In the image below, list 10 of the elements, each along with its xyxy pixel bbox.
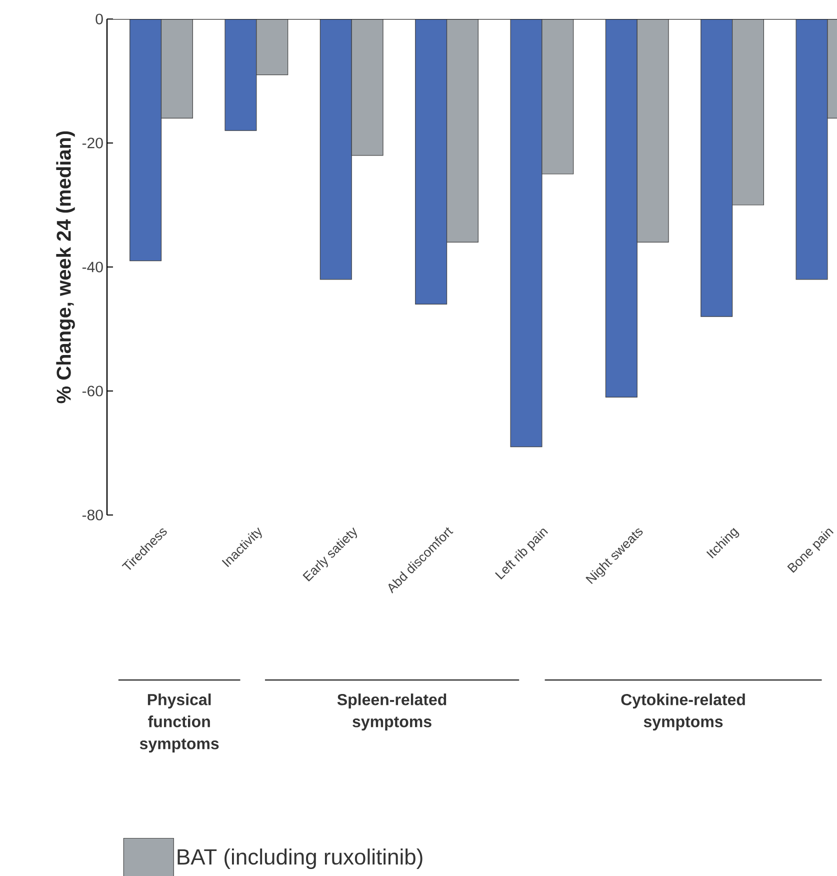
y-tick-label: -80 <box>82 510 103 520</box>
y-tick-label: -20 <box>82 138 103 148</box>
y-tick-label: -40 <box>82 262 103 272</box>
text: Physical function symptoms <box>140 694 219 752</box>
y-axis-title: % Change, week 24 (median) <box>56 131 75 404</box>
text: Cytokine-related symptoms <box>621 694 745 730</box>
text: Spleen-related symptoms <box>337 694 446 730</box>
y-tick-label: -60 <box>82 386 103 396</box>
legend-label: BAT (including ruxolitinib) <box>178 848 422 870</box>
y-tick-label: 0 <box>96 14 103 24</box>
